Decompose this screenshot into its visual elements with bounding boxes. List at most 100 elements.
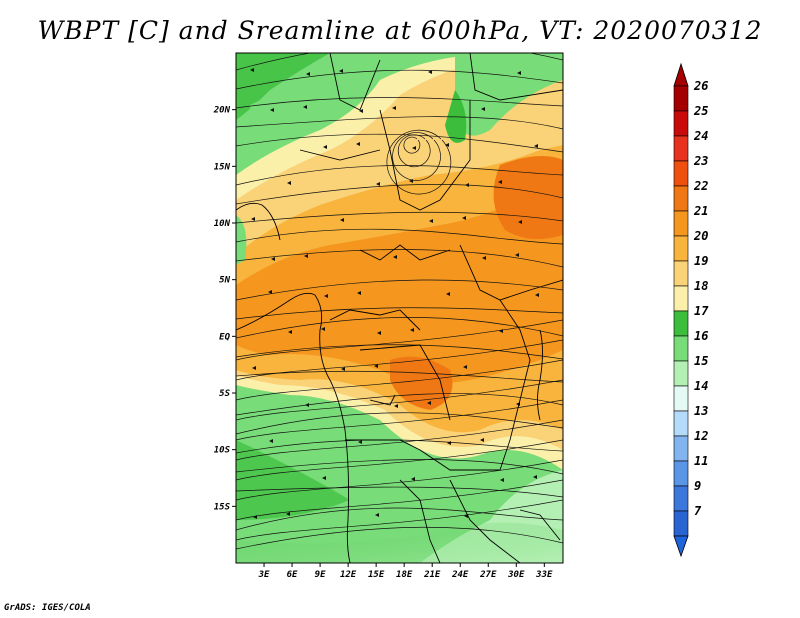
streamline-arrow [428,70,432,74]
lon-tick-label: 30E [507,570,525,580]
streamline [236,97,563,109]
streamline-arrow [251,217,255,221]
lon-tick-label: 3E [258,570,270,580]
colorbar-label: 12 [694,429,708,443]
colorbar-box [673,510,689,537]
streamline-arrow [535,293,539,297]
streamline-arrow [268,290,272,294]
lon-tick-label: 6E [287,570,298,580]
streamline-arrow [375,513,379,517]
streamline-arrow [480,438,484,442]
streamline-arrow [392,106,396,110]
streamline-arrow [465,183,469,187]
colorbar-label: 20 [693,229,708,243]
colorbar-box [673,360,689,387]
colorbar-box [673,335,689,362]
streamline-arrow [412,146,416,150]
colorbar-box [673,260,689,287]
streamline-arrow [252,366,256,370]
lat-tick-label: 10N [214,219,231,229]
streamline-arrow [518,220,522,224]
colorbar-label: 21 [693,204,708,218]
streamline-arrow [305,403,309,407]
streamline-arrow [482,256,486,260]
streamline [236,479,563,521]
colorbar-box [673,310,689,337]
streamline-arrow [341,367,345,371]
chart-title: WBPT [C] and Sreamline at 600hPa, VT: 20… [37,16,763,45]
streamline-arrow [481,107,485,111]
streamline [236,317,563,339]
grads-credit: GrADS: IGES/COLA [4,603,91,613]
streamline [386,129,452,195]
colorbar-label: 24 [693,129,708,143]
lat-tick-label: EQ [219,332,230,342]
colorbar-box [673,410,689,437]
streamline-arrow [288,330,292,334]
streamline [236,279,563,301]
colorbar-label: 23 [693,154,708,168]
lon-tick-label: 9E [315,570,326,580]
colorbar-label: 14 [694,379,708,393]
streamline [236,53,563,71]
streamline [236,399,563,441]
streamline [403,136,421,154]
colorbar-box [673,185,689,212]
streamline-arrow [286,512,290,516]
colorbar-labels: 26 25 24 23 22 21 20 19 18 17 16 15 14 13 12 11 9 7 [693,79,709,518]
streamline-arrow [250,68,254,72]
colorbar-box [673,110,689,137]
lat-tick-label: 5N [219,276,230,286]
streamline-arrow [377,331,381,335]
streamline-arrow [463,365,467,369]
streamline-arrow [500,478,504,482]
streamline-arrow [306,72,310,76]
lon-tick-label: 24E [451,570,469,580]
streamline-arrow [304,254,308,258]
streamline [236,393,563,416]
streamline-arrow [445,143,449,147]
streamline [236,359,563,401]
streamline [236,370,563,383]
colorbar-label: 13 [694,404,708,418]
streamline [236,339,563,381]
streamline [236,69,563,90]
colorbar-label: 15 [694,354,708,368]
streamline-arrow [427,401,431,405]
streamline-arrow [322,476,326,480]
streamline [236,133,563,153]
lat-tick-label: 20N [213,106,231,116]
colorbar-label: 25 [693,104,708,118]
streamline-arrow [409,179,413,183]
streamline-arrow [447,441,451,445]
streamline-arrow [429,219,433,223]
colorbar-label: 9 [694,479,701,493]
streamline-arrow [357,291,361,295]
streamline [236,307,563,320]
streamline [236,439,563,481]
streamline-arrow [411,477,415,481]
lat-tick-label: 15S [214,502,231,512]
colorbar-label: 22 [693,179,708,193]
streamline-arrow [358,440,362,444]
colorbar-box [673,135,689,162]
streamline-arrow [287,181,291,185]
colorbar-label: 19 [694,254,708,268]
streamline [236,459,563,501]
lon-tick-label: 21E [423,570,441,580]
streamline [236,165,563,186]
streamline-arrow [339,69,343,73]
colorbar-box [673,160,689,187]
streamline-arrow [533,475,537,479]
streamline [236,184,563,205]
lon-tick-label: 33E [535,570,553,580]
colorbar-box [673,485,689,512]
streamline [236,379,563,421]
streamline [236,486,563,498]
streamline-arrow [462,216,466,220]
plot-frame [235,52,564,564]
streamline [236,228,563,245]
colorbar-top-arrow [673,62,689,87]
lon-tick-label: 15E [368,570,385,580]
streamline [236,419,563,461]
